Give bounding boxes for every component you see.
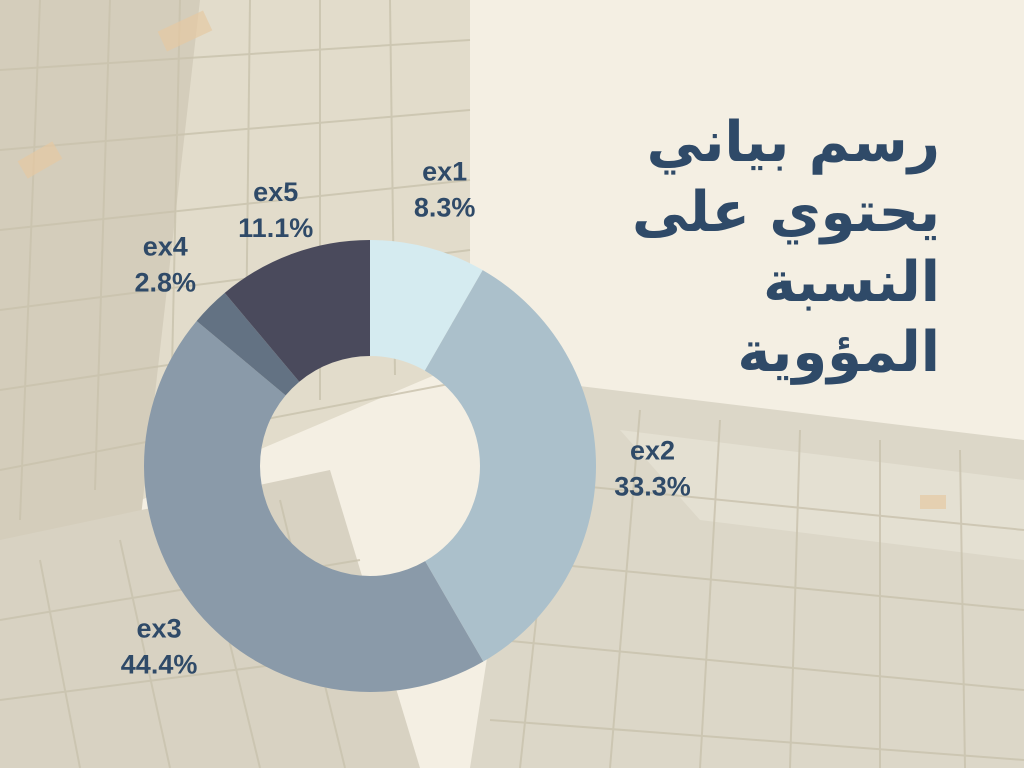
slice-value-ex3: 44.4%: [121, 650, 198, 680]
donut-slices: [143, 240, 596, 692]
slice-labels: ex1 8.3% ex2 33.3% ex3 44.4% ex4 2.8% ex5 11.1%: [121, 157, 691, 680]
slice-name-ex3: ex3: [137, 614, 182, 644]
slice-value-ex5: 11.1%: [238, 213, 313, 243]
slice-value-ex1: 8.3%: [414, 193, 476, 223]
slice-name-ex2: ex2: [630, 436, 675, 466]
slice-ex3: [143, 321, 484, 692]
slice-value-ex2: 33.3%: [614, 472, 691, 502]
slice-name-ex4: ex4: [143, 232, 188, 262]
slice-name-ex5: ex5: [253, 177, 298, 207]
slice-ex1: [370, 240, 483, 371]
slice-value-ex4: 2.8%: [135, 268, 197, 298]
slice-ex4: [196, 292, 300, 396]
slice-name-ex1: ex1: [422, 157, 467, 187]
slice-ex2: [424, 270, 596, 662]
chart-title: رسم بياني يحتوي على النسبة المؤوية: [632, 110, 940, 385]
slice-ex5: [224, 240, 370, 382]
